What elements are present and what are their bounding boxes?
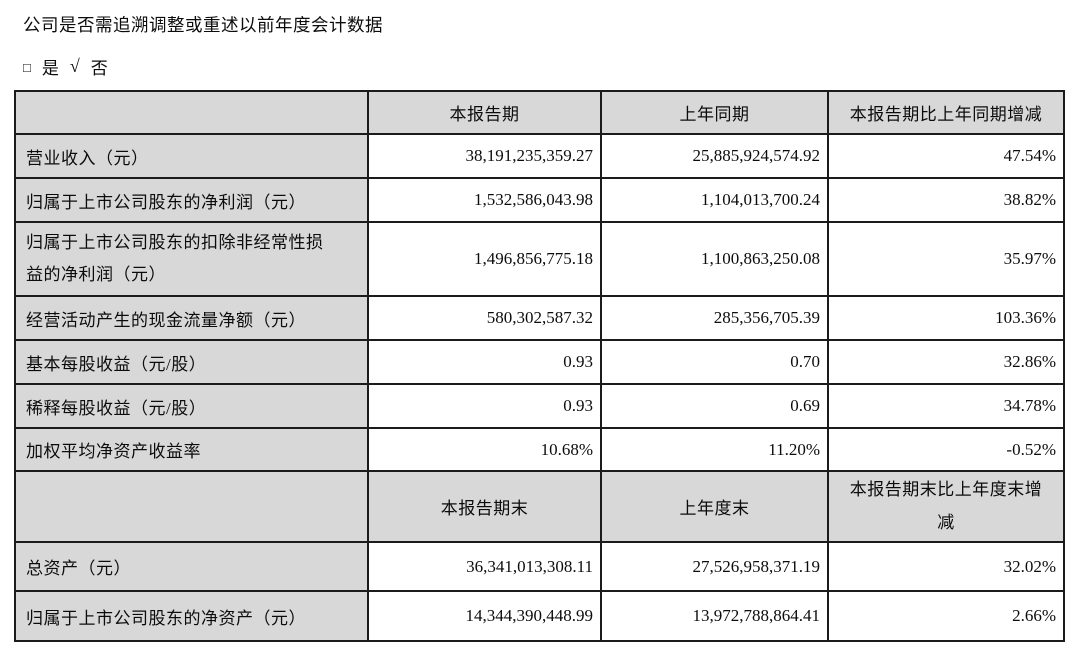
table-row: 营业收入（元） 38,191,235,359.27 25,885,924,574… bbox=[14, 133, 1065, 179]
current-period-value: 580,302,587.32 bbox=[367, 295, 602, 341]
prior-period-value: 25,885,924,574.92 bbox=[600, 133, 829, 179]
prior-period-value: 1,100,863,250.08 bbox=[600, 221, 829, 297]
metric-label-cell: 加权平均净资产收益率 bbox=[14, 427, 369, 472]
header-prior-year-end: 上年度末 bbox=[600, 470, 829, 543]
header-period-end-change: 本报告期末比上年度末增 减 bbox=[827, 470, 1065, 543]
current-period-value: 36,341,013,308.11 bbox=[367, 541, 602, 592]
checkbox-no-label: 否 bbox=[90, 59, 108, 78]
prior-period-value: 11.20% bbox=[600, 427, 829, 472]
prior-period-value: 1,104,013,700.24 bbox=[600, 177, 829, 223]
change-value: 32.86% bbox=[827, 339, 1065, 385]
metric-label-cell: 归属于上市公司股东的净利润（元） bbox=[14, 177, 369, 223]
header-prior-period: 上年同期 bbox=[600, 90, 829, 135]
current-period-value: 0.93 bbox=[367, 339, 602, 385]
metric-label-cell: 经营活动产生的现金流量净额（元） bbox=[14, 295, 369, 341]
metric-label-cell: 营业收入（元） bbox=[14, 133, 369, 179]
change-value: 103.36% bbox=[827, 295, 1065, 341]
table-row: 归属于上市公司股东的净利润（元） 1,532,586,043.98 1,104,… bbox=[14, 177, 1065, 223]
checkbox-yes-label: 是 bbox=[41, 59, 59, 78]
table-header-period-end: 本报告期末 上年度末 本报告期末比上年度末增 减 bbox=[14, 470, 1065, 543]
table-row: 归属于上市公司股东的净资产（元） 14,344,390,448.99 13,97… bbox=[14, 590, 1065, 642]
metric-label-cell: 总资产（元） bbox=[14, 541, 369, 592]
header-period-change: 本报告期比上年同期增减 bbox=[827, 90, 1065, 135]
change-value: 32.02% bbox=[827, 541, 1065, 592]
table-row: 经营活动产生的现金流量净额（元） 580,302,587.32 285,356,… bbox=[14, 295, 1065, 341]
table-header-period: 本报告期 上年同期 本报告期比上年同期增减 bbox=[14, 90, 1065, 135]
header-empty-cell bbox=[14, 470, 369, 543]
table-row: 总资产（元） 36,341,013,308.11 27,526,958,371.… bbox=[14, 541, 1065, 592]
prior-period-value: 27,526,958,371.19 bbox=[600, 541, 829, 592]
current-period-value: 14,344,390,448.99 bbox=[367, 590, 602, 642]
current-period-value: 1,532,586,043.98 bbox=[367, 177, 602, 223]
change-value: -0.52% bbox=[827, 427, 1065, 472]
prior-period-value: 285,356,705.39 bbox=[600, 295, 829, 341]
table-row: 稀释每股收益（元/股） 0.93 0.69 34.78% bbox=[14, 383, 1065, 429]
metric-label-cell: 归属于上市公司股东的净资产（元） bbox=[14, 590, 369, 642]
metric-label-cell: 归属于上市公司股东的扣除非经常性损 益的净利润（元） bbox=[14, 221, 369, 297]
current-period-value: 10.68% bbox=[367, 427, 602, 472]
change-value: 2.66% bbox=[827, 590, 1065, 642]
table-row: 加权平均净资产收益率 10.68% 11.20% -0.52% bbox=[14, 427, 1065, 472]
prior-period-value: 13,972,788,864.41 bbox=[600, 590, 829, 642]
header-empty-cell bbox=[14, 90, 369, 135]
current-period-value: 38,191,235,359.27 bbox=[367, 133, 602, 179]
change-value: 34.78% bbox=[827, 383, 1065, 429]
change-value: 47.54% bbox=[827, 133, 1065, 179]
table-row: 基本每股收益（元/股） 0.93 0.70 32.86% bbox=[14, 339, 1065, 385]
metric-label-cell: 基本每股收益（元/股） bbox=[14, 339, 369, 385]
page-title: 公司是否需追溯调整或重述以前年度会计数据 bbox=[23, 15, 383, 35]
metric-label-cell: 稀释每股收益（元/股） bbox=[14, 383, 369, 429]
checkmark-icon: √ bbox=[69, 56, 80, 76]
prior-period-value: 0.69 bbox=[600, 383, 829, 429]
header-current-period: 本报告期 bbox=[367, 90, 602, 135]
key-financials-table: 本报告期 上年同期 本报告期比上年同期增减 营业收入（元） 38,191,235… bbox=[14, 90, 1065, 642]
header-current-period-end: 本报告期末 bbox=[367, 470, 602, 543]
checkbox-unchecked-icon: □ bbox=[23, 59, 31, 75]
restatement-checkbox-line: □ 是 √ 否 bbox=[23, 54, 108, 79]
current-period-value: 0.93 bbox=[367, 383, 602, 429]
change-value: 35.97% bbox=[827, 221, 1065, 297]
change-value: 38.82% bbox=[827, 177, 1065, 223]
current-period-value: 1,496,856,775.18 bbox=[367, 221, 602, 297]
prior-period-value: 0.70 bbox=[600, 339, 829, 385]
table-row: 归属于上市公司股东的扣除非经常性损 益的净利润（元） 1,496,856,775… bbox=[14, 221, 1065, 297]
